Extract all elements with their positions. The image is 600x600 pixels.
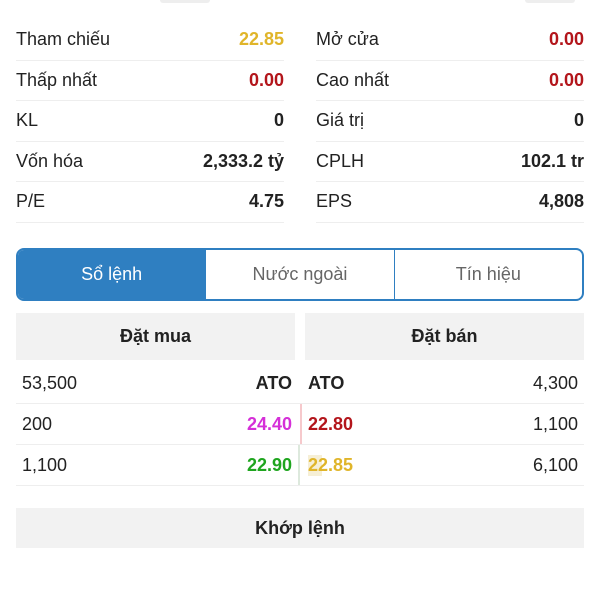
stat-row: Vốn hóa 2,333.2 tỷ — [16, 142, 284, 182]
stat-value: 0.00 — [248, 69, 284, 90]
stat-label: Giá trị — [316, 110, 365, 131]
stat-label: Tham chiếu — [16, 29, 111, 50]
stat-label: CPLH — [316, 150, 365, 171]
order-book: 53,500 ATO ATO 4,300 200 24.40 22.80 1,100 1… — [16, 363, 584, 486]
buy-volume: 1,100 — [22, 454, 68, 475]
stat-row: Thấp nhất 0.00 — [16, 61, 284, 101]
stat-row: EPS 4,808 — [316, 182, 584, 223]
sell-volume: 1,100 — [532, 413, 578, 434]
sell-header: Đặt bán — [305, 313, 584, 360]
sell-price: ATO — [308, 372, 345, 393]
stat-value: 102.1 tr — [520, 150, 584, 171]
buy-volume: 200 — [22, 413, 53, 434]
stat-label: Cao nhất — [316, 69, 390, 90]
buy-side[interactable]: 53,500 ATO — [16, 363, 300, 403]
stat-value: 4,808 — [538, 191, 584, 212]
sell-side[interactable]: ATO 4,300 — [300, 363, 584, 403]
sell-side[interactable]: 22.85 6,100 — [300, 445, 584, 485]
stat-row: Tham chiếu 22.85 — [16, 20, 284, 61]
buy-volume: 53,500 — [22, 372, 78, 393]
stat-label: Vốn hóa — [16, 150, 84, 171]
top-edge — [160, 0, 210, 3]
stat-value: 0 — [573, 110, 584, 131]
matched-orders-header[interactable]: Khớp lệnh — [16, 508, 584, 548]
stat-row: KL 0 — [16, 101, 284, 142]
buy-price: 22.90 — [246, 454, 292, 475]
tab-bar: Sổ lệnh Nước ngoài Tín hiệu — [16, 248, 584, 301]
stat-value: 2,333.2 tỷ — [202, 150, 284, 171]
stat-value: 0 — [273, 110, 284, 131]
stock-stats: Tham chiếu 22.85 Mở cửa 0.00 Thấp nhất 0.00 Ca… — [16, 20, 584, 223]
stat-row: CPLH 102.1 tr — [316, 142, 584, 182]
sell-price: 22.80 — [308, 413, 354, 434]
stat-label: Mở cửa — [316, 29, 379, 50]
buy-side[interactable]: 200 24.40 — [16, 404, 300, 444]
tab-signals[interactable]: Tín hiệu — [393, 250, 582, 299]
buy-price: ATO — [255, 372, 292, 393]
top-edge — [525, 0, 575, 3]
sell-price: 22.85 — [308, 454, 354, 476]
sell-volume: 4,300 — [532, 372, 578, 393]
buy-price: 24.40 — [246, 413, 292, 434]
sell-volume: 6,100 — [532, 454, 578, 475]
stat-row: P/E 4.75 — [16, 182, 284, 223]
stat-row: Cao nhất 0.00 — [316, 61, 584, 101]
stat-value: 22.85 — [238, 29, 284, 50]
buy-header: Đặt mua — [16, 313, 295, 360]
stat-label: EPS — [316, 191, 353, 212]
stat-value: 4.75 — [248, 191, 284, 212]
sell-side[interactable]: 22.80 1,100 — [300, 404, 584, 444]
stat-label: KL — [16, 110, 39, 131]
order-row: 53,500 ATO ATO 4,300 — [16, 363, 584, 404]
stat-row: Mở cửa 0.00 — [316, 20, 584, 61]
stat-row: Giá trị 0 — [316, 101, 584, 142]
stat-value: 0.00 — [548, 69, 584, 90]
order-row: 1,100 22.90 22.85 6,100 — [16, 445, 584, 486]
tab-order-book[interactable]: Sổ lệnh — [18, 250, 206, 299]
tab-foreign[interactable]: Nước ngoài — [205, 250, 393, 299]
buy-side[interactable]: 1,100 22.90 — [16, 445, 300, 485]
stat-label: P/E — [16, 191, 46, 212]
order-row: 200 24.40 22.80 1,100 — [16, 404, 584, 445]
stat-label: Thấp nhất — [16, 69, 98, 90]
stat-value: 0.00 — [548, 29, 584, 50]
